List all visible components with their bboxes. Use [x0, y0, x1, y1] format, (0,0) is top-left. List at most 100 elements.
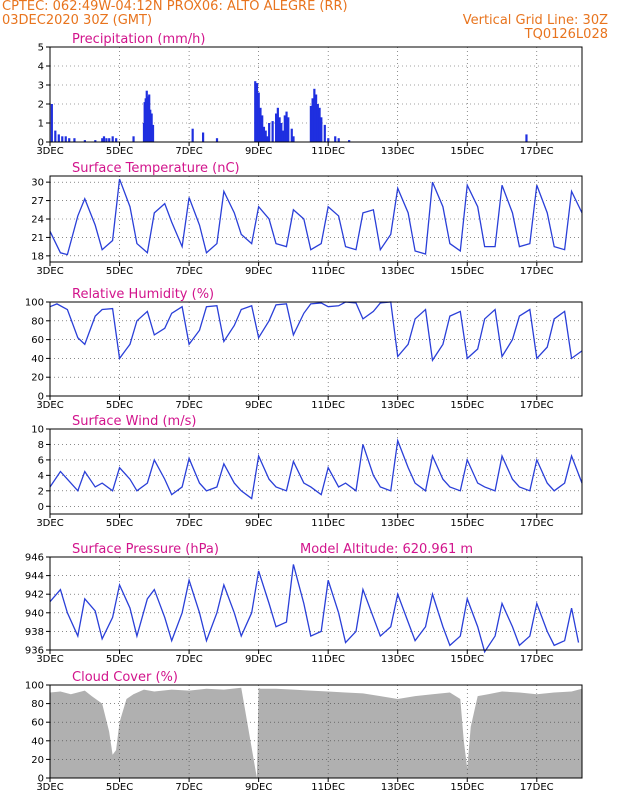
panel-2: 0 20 40 60 80 100 3DEC 5DEC 7DEC 9DEC 11DEC 13DEC 15…: [25, 287, 583, 411]
panel-5: 0 20 40 60 80 100 3DEC 5DEC 7DEC 9DEC 11DEC 13DEC 15…: [25, 670, 583, 793]
y-tick-label: 940: [25, 608, 44, 619]
x-tick-label: 11DEC: [311, 518, 345, 529]
panel-0: 0 1 2 3 4 5 3DEC 5DEC 7DEC 9DEC 11DEC 13DEC 15DEC 17D…: [36, 32, 583, 157]
y-tick-label: 0: [38, 138, 44, 149]
y-tick-label: 942: [25, 590, 44, 601]
series-line: [49, 438, 583, 500]
y-tick-label: 10: [31, 425, 44, 436]
y-tick-label: 60: [31, 335, 44, 346]
precip-bar: [191, 128, 194, 142]
y-tick-label: 80: [31, 699, 44, 710]
panel-frame: [49, 556, 583, 651]
precip-bar: [255, 83, 259, 142]
x-tick-label: 5DEC: [106, 782, 133, 793]
y-tick-label: 60: [31, 718, 44, 729]
y-tick-label: 100: [25, 298, 44, 309]
y-tick-label: 24: [31, 215, 44, 226]
header-run-code: TQ0126L028: [524, 27, 608, 42]
x-tick-label: 9DEC: [245, 400, 272, 411]
precip-bar: [334, 136, 337, 142]
x-tick-label: 17DEC: [520, 146, 554, 157]
precip-bar: [111, 136, 114, 142]
y-tick-label: 0: [38, 392, 44, 403]
x-tick-label: 15DEC: [450, 146, 484, 157]
x-tick-label: 13DEC: [381, 782, 415, 793]
precip-bar: [285, 111, 288, 142]
precip-bar: [68, 138, 71, 142]
precip-bar: [271, 121, 274, 142]
precip-bar: [145, 90, 148, 142]
precip-bar: [275, 113, 278, 142]
x-tick-label: 3DEC: [36, 266, 63, 277]
x-tick-label: 7DEC: [175, 400, 202, 411]
x-tick-label: 5DEC: [106, 518, 133, 529]
panel-4: 936 938 940 942 944 946 3DEC 5DEC 7DEC 9DEC 11DEC 1…: [25, 542, 583, 665]
x-tick-label: 17DEC: [520, 518, 554, 529]
x-tick-label: 9DEC: [245, 518, 272, 529]
y-tick-label: 4: [38, 471, 44, 482]
x-tick-label: 15DEC: [450, 654, 484, 665]
precip-bar: [311, 98, 314, 142]
series-line: [49, 564, 580, 654]
x-tick-label: 11DEC: [311, 146, 345, 157]
panel-frame: [49, 46, 583, 143]
x-tick-label: 17DEC: [520, 400, 554, 411]
y-tick-label: 5: [38, 43, 44, 54]
precip-bar: [115, 138, 118, 142]
panel-title: Precipitation (mm/h): [72, 32, 205, 47]
y-tick-label: 8: [38, 440, 44, 451]
header-date-line: 03DEC2020 30Z (GMT): [2, 13, 153, 28]
y-tick-label: 40: [31, 736, 44, 747]
x-tick-label: 3DEC: [36, 400, 63, 411]
x-tick-label: 3DEC: [36, 146, 63, 157]
x-tick-label: 13DEC: [381, 146, 415, 157]
y-tick-label: 20: [31, 755, 44, 766]
x-tick-label: 5DEC: [106, 654, 133, 665]
precip-bar: [315, 94, 318, 142]
cloud-cover-area: [50, 687, 582, 778]
precip-bar: [150, 113, 153, 142]
x-tick-label: 15DEC: [450, 782, 484, 793]
y-tick-label: 4: [38, 62, 44, 73]
panel-frame: [49, 301, 583, 397]
precip-bar: [102, 136, 106, 142]
y-tick-label: 18: [31, 251, 44, 262]
x-tick-label: 9DEC: [245, 146, 272, 157]
panel-frame: [49, 428, 583, 515]
precip-bar: [73, 138, 76, 142]
precip-bar: [283, 115, 286, 142]
precip-bar: [151, 124, 155, 142]
precip-bar: [105, 138, 108, 142]
x-tick-label: 13DEC: [381, 266, 415, 277]
precip-bar: [259, 107, 262, 142]
x-tick-label: 11DEC: [311, 266, 345, 277]
precip-bar: [57, 134, 60, 142]
x-tick-label: 7DEC: [175, 266, 202, 277]
precip-bar: [313, 88, 316, 142]
x-tick-label: 5DEC: [106, 146, 133, 157]
y-tick-label: 21: [31, 233, 44, 244]
x-tick-label: 11DEC: [311, 782, 345, 793]
precip-bar: [309, 105, 312, 142]
precip-bar: [287, 117, 290, 142]
x-tick-label: 15DEC: [450, 266, 484, 277]
panel-title: Surface Pressure (hPa): [72, 542, 219, 557]
y-tick-label: 938: [25, 627, 44, 638]
precip-bar: [327, 138, 330, 142]
x-tick-label: 13DEC: [381, 654, 415, 665]
x-tick-label: 15DEC: [450, 400, 484, 411]
precip-bar: [266, 136, 269, 142]
series-line: [49, 301, 583, 363]
precip-bar: [64, 136, 67, 142]
precip-bar: [83, 140, 86, 142]
precip-bar: [54, 130, 57, 142]
precip-bar: [292, 136, 295, 142]
precip-bar: [201, 132, 205, 142]
panel-1: 18 21 24 27 30 3DEC 5DEC 7DEC 9DEC 11DEC 13DEC 15DE…: [31, 161, 583, 277]
x-tick-label: 13DEC: [381, 400, 415, 411]
x-tick-label: 15DEC: [450, 518, 484, 529]
precip-bar: [61, 136, 64, 142]
precip-bar: [323, 124, 326, 142]
panel-3: 0 2 4 6 8 10 3DEC 5DEC 7DEC 9DEC 11DEC 13DEC 15DEC 17…: [31, 414, 583, 529]
